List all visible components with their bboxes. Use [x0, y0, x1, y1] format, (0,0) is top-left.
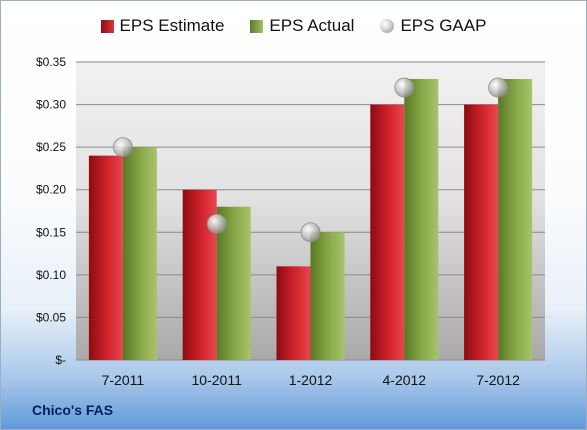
marker-eps-gaap — [300, 222, 321, 243]
y-tick-label: $- — [55, 353, 66, 367]
bar-eps-estimate — [370, 104, 405, 360]
x-tick-label: 7-2012 — [476, 372, 520, 388]
legend-item-gaap: EPS GAAP — [380, 16, 486, 36]
legend-label-actual: EPS Actual — [269, 16, 355, 35]
bar-eps-estimate — [276, 266, 311, 360]
bar-eps-estimate — [464, 104, 499, 360]
legend-item-actual: EPS Actual — [250, 16, 354, 36]
chart-legend: EPS Estimate EPS Actual EPS GAAP — [0, 16, 587, 36]
chart-title: Chico's FAS — [32, 402, 114, 418]
x-tick-label: 7-2011 — [102, 372, 145, 388]
marker-eps-gaap — [394, 77, 415, 98]
bar-eps-actual — [404, 79, 439, 361]
marker-eps-gaap — [206, 213, 227, 234]
legend-item-estimate: EPS Estimate — [100, 16, 225, 36]
marker-eps-gaap — [113, 137, 133, 158]
y-tick-label: $0.05 — [36, 310, 66, 324]
bar-eps-actual — [122, 147, 157, 360]
bar-eps-actual — [498, 79, 533, 361]
y-tick-label: $0.15 — [36, 225, 66, 239]
y-tick-label: $0.25 — [36, 140, 66, 154]
y-tick-label: $0.20 — [36, 183, 66, 197]
legend-swatch-actual — [250, 19, 264, 33]
legend-label-gaap: EPS GAAP — [400, 16, 487, 35]
y-tick-label: $0.35 — [36, 55, 66, 69]
bar-eps-actual — [216, 206, 251, 360]
legend-swatch-gaap — [380, 19, 395, 33]
y-tick-label: $0.30 — [36, 98, 66, 112]
legend-swatch-estimate — [100, 19, 114, 33]
y-tick-label: $0.10 — [36, 268, 66, 282]
x-tick-label: 4-2012 — [383, 372, 427, 388]
bar-eps-estimate — [88, 155, 123, 360]
x-tick-label: 1-2012 — [289, 372, 333, 388]
x-tick-label: 10-2011 — [192, 372, 243, 388]
bar-eps-actual — [310, 232, 345, 360]
marker-eps-gaap — [488, 77, 509, 98]
legend-label-estimate: EPS Estimate — [119, 16, 225, 35]
bar-eps-estimate — [182, 189, 217, 360]
